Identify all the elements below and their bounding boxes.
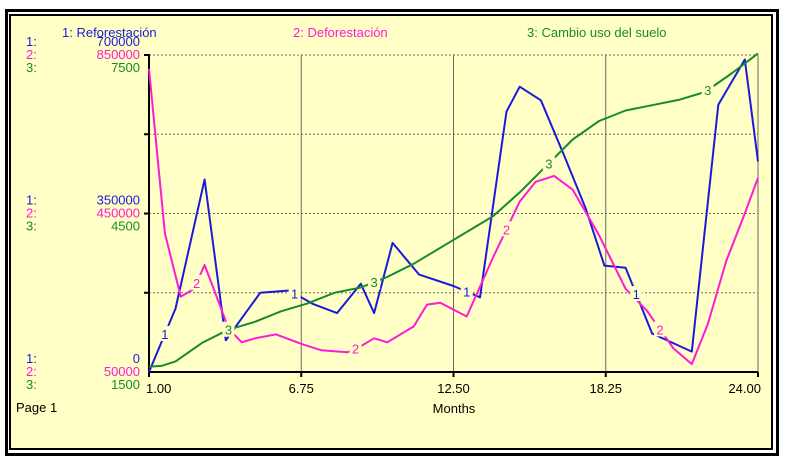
series-2-marker-1: 2	[352, 342, 359, 357]
grid	[149, 54, 759, 372]
y-tick-label-1-bottom: 0	[133, 351, 140, 366]
y-axis-id-3-mid: 3:	[26, 219, 37, 234]
legend: 1: Reforestación 2: Deforestación 3: Cam…	[62, 25, 666, 40]
y-axis-labels: 1: 700000 2: 850000 3: 7500 1: 350000 2: 450000 3:…	[26, 34, 140, 392]
series-1-marker-0: 1	[161, 327, 168, 342]
y-axis-id-2-mid: 2:	[26, 206, 37, 221]
plot-area: 1 1 1 1 2 2 2 2 3 3 3 3	[144, 52, 759, 377]
y-axis-id-2-bottom: 2:	[26, 364, 37, 379]
y-axis-id-3-bottom: 3:	[26, 377, 37, 392]
series-2-marker-bg-0	[190, 274, 203, 290]
y-axis-id-1-bottom: 1:	[26, 351, 37, 366]
y-axis-id-1-mid: 1:	[26, 193, 37, 208]
x-tick-label-2: 12.50	[437, 381, 470, 396]
chart-panel	[9, 14, 773, 450]
y-tick-label-3-bottom: 1500	[111, 377, 140, 392]
y-tick-label-2-top: 850000	[97, 47, 140, 62]
x-tick-label-1: 6.75	[289, 381, 314, 396]
series-1-marker-3: 1	[633, 287, 640, 302]
series-2-marker-2: 2	[503, 222, 510, 237]
y-tick-label-3-mid: 4500	[111, 219, 140, 234]
series-3-marker-3: 3	[704, 83, 711, 98]
series-1-marker-1: 1	[291, 287, 298, 302]
series-3-marker-bg-2	[542, 155, 555, 171]
series-1-marker-bg-0	[158, 325, 171, 341]
y-tick-label-2-bottom: 50000	[104, 364, 140, 379]
series-3-marker-bg-1	[368, 274, 381, 290]
series-3-marker-bg-3	[701, 82, 714, 98]
y-axis-id-2-top: 2:	[26, 47, 37, 62]
x-tick-label-3: 18.25	[589, 381, 622, 396]
y-tick-label-3-top: 7500	[111, 60, 140, 75]
x-axis-title: Months	[433, 401, 476, 416]
series-3-marker-bg-0	[222, 321, 235, 337]
series-2-marker-0: 2	[193, 276, 200, 291]
x-axis-labels: 1.00 6.75 12.50 18.25 24.00	[146, 381, 761, 396]
x-tick-label-0: 1.00	[146, 381, 171, 396]
page-label: Page 1	[16, 400, 57, 415]
y-axis-id-1-top: 1:	[26, 34, 37, 49]
y-tick-label-2-mid: 450000	[97, 206, 140, 221]
series-3-marker-2: 3	[545, 156, 552, 171]
series-1-marker-2: 1	[463, 285, 470, 300]
series-3-marker-0: 3	[225, 323, 232, 338]
series-1-marker-bg-3	[630, 286, 643, 302]
series-1-marker-bg-1	[288, 285, 301, 301]
series-2-marker-bg-1	[349, 340, 362, 356]
axes	[144, 54, 759, 377]
y-tick-label-1-mid: 350000	[97, 193, 140, 208]
series-1-marker-bg-2	[460, 283, 473, 299]
y-tick-label-1-top: 700000	[97, 34, 140, 49]
series-2-marker-bg-3	[654, 321, 667, 337]
legend-entry-1: 1: Reforestación	[62, 25, 157, 40]
legend-entry-3: 3: Cambio uso del suelo	[527, 25, 666, 40]
series-layer: 1 1 1 1 2 2 2 2 3 3 3 3	[148, 52, 759, 373]
legend-entry-2: 2: Deforestación	[293, 25, 388, 40]
series-2-marker-3: 2	[656, 322, 663, 337]
series-2-marker-bg-2	[500, 221, 513, 237]
series-3-marker-1: 3	[370, 275, 377, 290]
y-axis-id-3-top: 3:	[26, 60, 37, 75]
x-tick-label-4: 24.00	[728, 381, 761, 396]
